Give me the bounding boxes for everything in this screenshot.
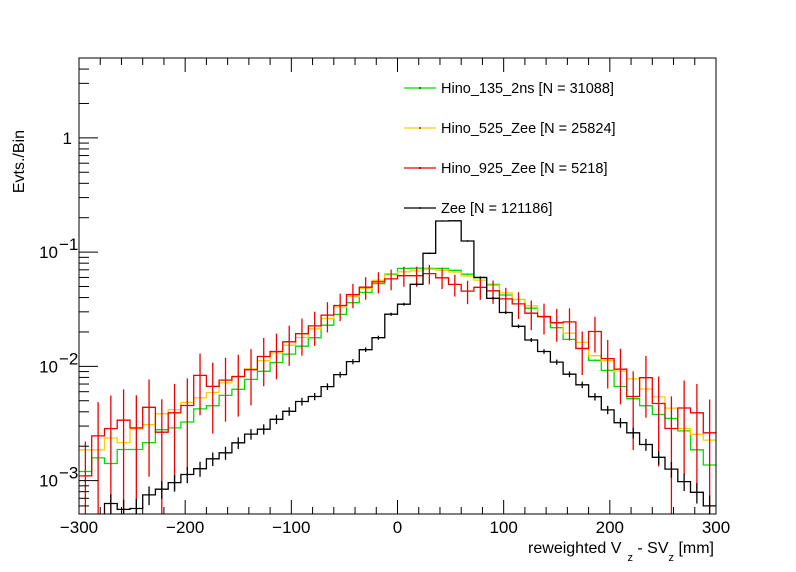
y-axis: 110−110−210−3 [39,57,98,507]
y-tick-label-base: 10 [39,357,58,376]
y-tick-label: 10 [39,243,58,262]
y-tick-label-exponent: −2 [59,349,78,368]
legend-item: Hino_135_2ns [N = 31088] [404,81,614,97]
x-axis-title-main: reweighted V [528,540,622,557]
x-axis: −300 −200 −100 0 100 200 300 [60,58,730,537]
series-layer [79,220,716,514]
series-3 [103,220,716,514]
svg-text:reweighted Vz - SVz [mm]: reweighted V z - SVz [mm] [528,540,714,564]
x-axis-title-tail: [mm] [674,540,714,557]
x-tick-label: 0 [393,518,402,537]
legend-label: Hino_135_2ns [N = 31088] [441,81,614,97]
series-2 [79,264,716,514]
y-tick-label-base: 1 [63,129,72,148]
x-axis-title-mid: - SV [633,540,669,557]
legend-label: Zee [N = 121186] [441,201,552,217]
series-step-line [103,220,716,514]
x-axis-title-sub1: z [627,552,633,564]
legend-label: Hino_525_Zee [N = 25824] [441,121,616,137]
x-tick-label: 200 [596,518,624,537]
x-tick-label: −200 [166,518,204,537]
legend: Hino_135_2ns [N = 31088] Hino_525_Zee [N … [404,81,616,217]
series-step-line [79,272,716,477]
legend-item: Hino_925_Zee [N = 5218] [404,161,607,177]
y-axis-title: Evts./Bin [11,130,28,193]
x-tick-label: 100 [489,518,517,537]
y-tick-label: 10 [39,357,58,376]
x-axis-title-sub2: z [669,552,675,564]
legend-item: Zee [N = 121186] [404,201,552,217]
y-tick-label-base: 10 [39,472,58,491]
x-axis-title: reweighted V z - SVz [mm] [528,540,714,564]
y-tick-label-base: 10 [39,243,58,262]
legend-item: Hino_525_Zee [N = 25824] [404,121,616,137]
x-tick-label: −100 [272,518,310,537]
y-tick-label-exponent: −1 [59,235,78,254]
y-tick-label-exponent: −3 [59,464,78,483]
x-tick-label: −300 [60,518,98,537]
legend-label: Hino_925_Zee [N = 5218] [441,161,607,177]
y-tick-label: 10 [39,472,58,491]
x-tick-label: 300 [702,518,730,537]
y-tick-label: 1 [63,129,72,148]
